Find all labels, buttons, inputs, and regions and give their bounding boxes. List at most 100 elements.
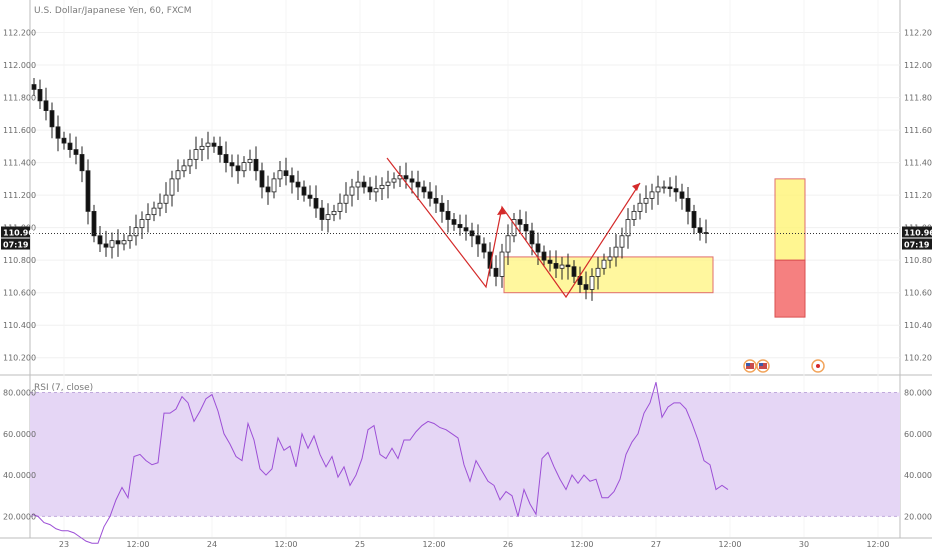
countdown-tag-left	[1, 238, 30, 250]
candle-body	[283, 170, 289, 177]
candle-body	[331, 210, 337, 216]
target-zone	[774, 178, 806, 261]
candle-body	[403, 175, 409, 180]
price-tick-label-right: 111.800	[904, 94, 932, 103]
rsi-tick-label-left: 60.0000	[3, 430, 36, 439]
price-tick-label-left: 110.400	[3, 321, 36, 330]
price-tick-label-right: 110.600	[904, 289, 932, 298]
candle-body	[457, 223, 463, 229]
candle-body	[31, 84, 37, 90]
time-tick-label: 12:00	[126, 540, 149, 549]
candle-body	[115, 240, 121, 245]
candles	[31, 78, 709, 301]
candle-body	[367, 186, 373, 193]
candle-body	[361, 181, 367, 188]
candle-body	[463, 227, 469, 232]
flag-canton	[746, 363, 750, 366]
candle-body	[235, 165, 241, 172]
candle-body	[229, 162, 235, 167]
candle-body	[133, 227, 139, 237]
candle-body	[667, 186, 673, 190]
candle-body	[73, 149, 79, 155]
rsi-line	[31, 382, 729, 544]
candle-body	[379, 184, 385, 190]
price-tick-label-left: 110.800	[3, 256, 36, 265]
countdown-tag-right-text: 07:19	[904, 241, 930, 250]
rsi-tick-label-left: 80.0000	[3, 389, 36, 398]
candle-body	[523, 223, 529, 232]
time-tick-label: 12:00	[866, 540, 889, 549]
candle-body	[253, 158, 259, 172]
candle-body	[169, 178, 175, 196]
candle-body	[481, 243, 487, 253]
candle-body	[499, 251, 505, 277]
price-tick-label-left: 112.200	[3, 29, 36, 38]
candle-body	[157, 202, 163, 209]
time-tick-label: 12:00	[422, 540, 445, 549]
candle-body	[151, 207, 157, 216]
candle-body	[607, 256, 613, 261]
time-tick-label: 27	[651, 540, 661, 549]
candle-body	[301, 186, 307, 196]
price-tick-label-right: 111.600	[904, 126, 932, 135]
candle-body	[319, 207, 325, 220]
time-tick-label: 30	[799, 540, 809, 549]
candle-body	[265, 186, 271, 193]
rsi-tick-label-left: 20.0000	[3, 512, 36, 521]
candle-body	[187, 158, 193, 167]
candle-body	[223, 154, 229, 164]
candle-body	[55, 126, 61, 139]
countdown-tag-left-text: 07:19	[3, 241, 29, 250]
candle-body	[85, 170, 91, 212]
candle-body	[259, 170, 265, 188]
arrow-head	[632, 183, 640, 191]
axes: 112.200 112.200 112.000 112.000 111.800 111.8…	[1, 29, 932, 549]
price-tick-label-right: 112.000	[904, 61, 932, 70]
rsi-tick-label-left: 40.0000	[3, 471, 36, 480]
candle-body	[241, 162, 247, 172]
candle-body	[637, 202, 643, 212]
rsi-tick-label-right: 60.0000	[904, 430, 932, 439]
demand-zone	[503, 256, 714, 294]
price-tick-label-right: 110.800	[904, 256, 932, 265]
candle-body	[121, 240, 127, 245]
price-tick-label-right: 110.200	[904, 354, 932, 363]
candle-body	[337, 202, 343, 212]
price-tick-label-right: 111.400	[904, 159, 932, 168]
candle-body	[685, 197, 691, 212]
price-tick-label-left: 111.600	[3, 126, 36, 135]
rsi-band	[30, 392, 900, 517]
candle-body	[127, 235, 133, 242]
candle-body	[37, 89, 43, 102]
candle-body	[649, 191, 655, 199]
candle-body	[67, 142, 73, 151]
flag-canton	[759, 363, 763, 366]
candle-body	[475, 235, 481, 245]
time-tick-label: 24	[207, 540, 217, 549]
candle-body	[517, 219, 523, 225]
candle-body	[103, 243, 109, 248]
candle-body	[409, 178, 415, 183]
countdown-tag-right	[902, 238, 932, 250]
candle-body	[49, 110, 55, 128]
candle-body	[595, 267, 601, 277]
main-pane	[30, 0, 900, 374]
candle-body	[697, 227, 703, 233]
candle-body	[421, 186, 427, 193]
time-tick-label: 23	[59, 540, 69, 549]
candle-body	[415, 181, 421, 188]
time-tick-label: 12:00	[570, 540, 593, 549]
candle-body	[655, 186, 661, 193]
candle-body	[547, 259, 553, 264]
rsi-title: RSI (7, close)	[34, 383, 93, 393]
candle-body	[289, 175, 295, 183]
candle-body	[625, 219, 631, 237]
candle-body	[79, 154, 85, 172]
last-price-tag-left-text: 110.964	[3, 229, 40, 238]
candle-body	[313, 197, 319, 209]
candle-body	[691, 210, 697, 229]
candle-body	[307, 194, 313, 199]
candle-body	[619, 235, 625, 248]
